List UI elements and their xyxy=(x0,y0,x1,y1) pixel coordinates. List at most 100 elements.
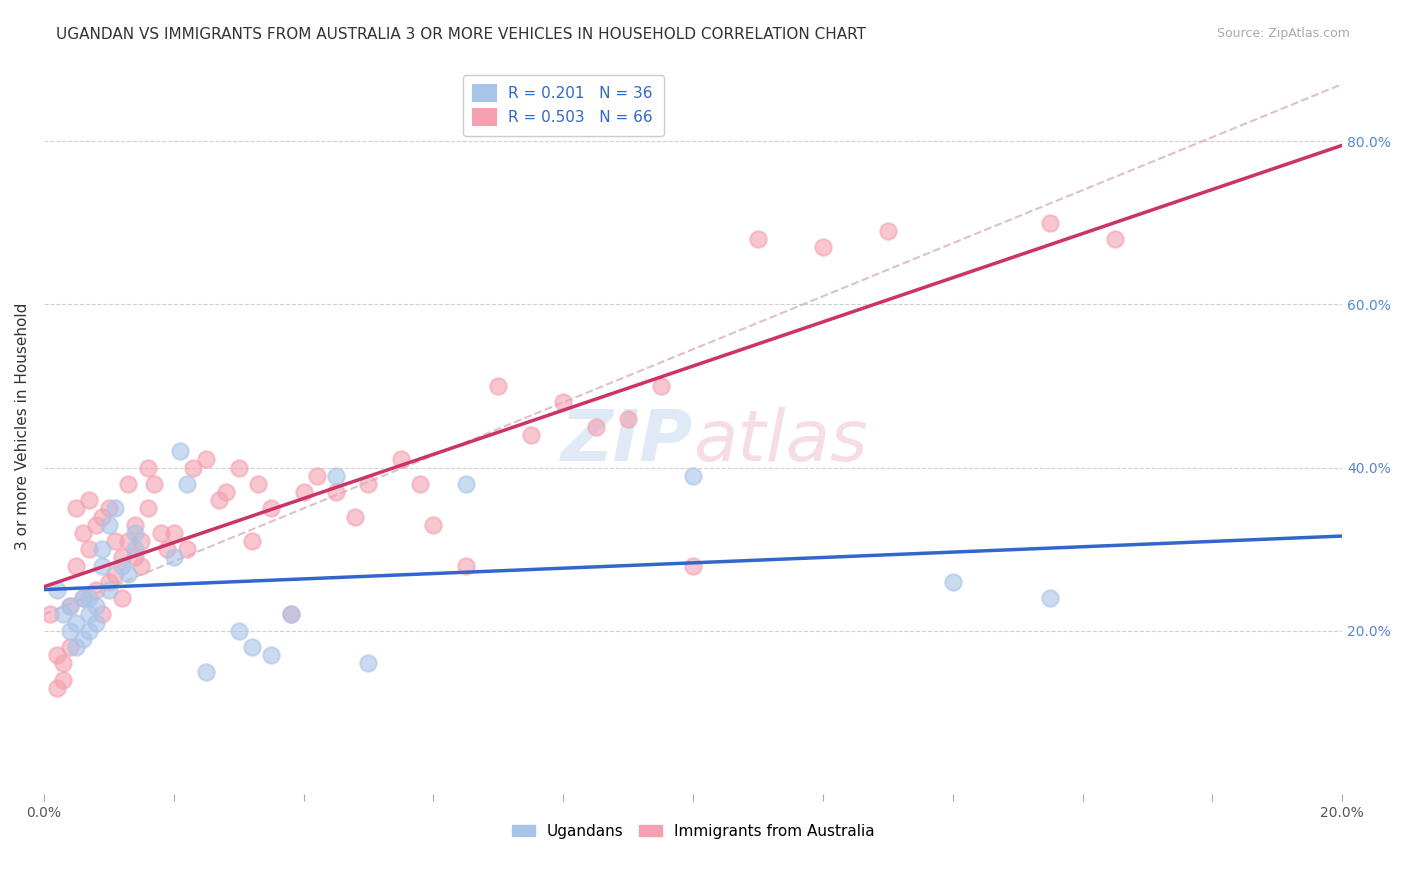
Point xyxy=(1039,216,1062,230)
Point xyxy=(84,615,107,630)
Point xyxy=(45,648,67,663)
Point xyxy=(280,607,302,622)
Point xyxy=(129,558,152,573)
Point xyxy=(1104,232,1126,246)
Point xyxy=(143,477,166,491)
Point xyxy=(389,452,412,467)
Point xyxy=(97,501,120,516)
Point xyxy=(422,517,444,532)
Point xyxy=(747,232,769,246)
Point xyxy=(176,477,198,491)
Point xyxy=(942,574,965,589)
Point xyxy=(124,517,146,532)
Point xyxy=(240,640,263,654)
Point xyxy=(195,452,218,467)
Point xyxy=(59,599,82,614)
Point xyxy=(409,477,432,491)
Point xyxy=(59,624,82,638)
Point xyxy=(811,240,834,254)
Point xyxy=(247,477,270,491)
Point xyxy=(650,379,672,393)
Point xyxy=(344,509,367,524)
Point xyxy=(79,493,101,508)
Point xyxy=(357,477,380,491)
Point xyxy=(91,509,114,524)
Point xyxy=(104,501,127,516)
Point xyxy=(136,501,159,516)
Point xyxy=(65,615,87,630)
Point xyxy=(454,477,477,491)
Point xyxy=(45,582,67,597)
Point xyxy=(260,501,283,516)
Point xyxy=(228,460,250,475)
Point xyxy=(79,591,101,606)
Point xyxy=(325,485,347,500)
Point xyxy=(84,582,107,597)
Point xyxy=(117,566,139,581)
Point xyxy=(91,542,114,557)
Point xyxy=(124,542,146,557)
Point xyxy=(163,525,186,540)
Point xyxy=(124,525,146,540)
Point xyxy=(876,224,898,238)
Point xyxy=(280,607,302,622)
Point xyxy=(91,558,114,573)
Y-axis label: 3 or more Vehicles in Household: 3 or more Vehicles in Household xyxy=(15,303,30,550)
Point xyxy=(136,460,159,475)
Point xyxy=(357,657,380,671)
Point xyxy=(72,632,94,646)
Point xyxy=(129,534,152,549)
Point xyxy=(1039,591,1062,606)
Point xyxy=(117,477,139,491)
Point xyxy=(45,681,67,695)
Point xyxy=(72,525,94,540)
Legend: Ugandans, Immigrants from Australia: Ugandans, Immigrants from Australia xyxy=(506,818,880,845)
Point xyxy=(79,607,101,622)
Point xyxy=(79,542,101,557)
Point xyxy=(176,542,198,557)
Point xyxy=(520,428,543,442)
Point xyxy=(52,607,75,622)
Point xyxy=(65,640,87,654)
Point xyxy=(104,566,127,581)
Point xyxy=(486,379,509,393)
Point xyxy=(59,640,82,654)
Point xyxy=(97,517,120,532)
Point xyxy=(111,558,134,573)
Point xyxy=(325,468,347,483)
Point xyxy=(52,657,75,671)
Text: atlas: atlas xyxy=(693,407,868,476)
Point xyxy=(59,599,82,614)
Point xyxy=(84,599,107,614)
Point xyxy=(111,591,134,606)
Point xyxy=(553,395,575,409)
Point xyxy=(163,550,186,565)
Point xyxy=(72,591,94,606)
Point xyxy=(240,534,263,549)
Point xyxy=(260,648,283,663)
Point xyxy=(454,558,477,573)
Point xyxy=(72,591,94,606)
Point xyxy=(65,501,87,516)
Point xyxy=(228,624,250,638)
Point xyxy=(79,624,101,638)
Point xyxy=(195,665,218,679)
Point xyxy=(65,558,87,573)
Point xyxy=(292,485,315,500)
Point xyxy=(117,534,139,549)
Point xyxy=(617,411,640,425)
Point xyxy=(181,460,204,475)
Point xyxy=(585,419,607,434)
Point xyxy=(214,485,236,500)
Point xyxy=(156,542,179,557)
Point xyxy=(111,550,134,565)
Point xyxy=(305,468,328,483)
Point xyxy=(104,534,127,549)
Text: ZIP: ZIP xyxy=(561,407,693,476)
Point xyxy=(149,525,172,540)
Point xyxy=(169,444,191,458)
Point xyxy=(208,493,231,508)
Point xyxy=(84,517,107,532)
Point xyxy=(682,558,704,573)
Point xyxy=(91,607,114,622)
